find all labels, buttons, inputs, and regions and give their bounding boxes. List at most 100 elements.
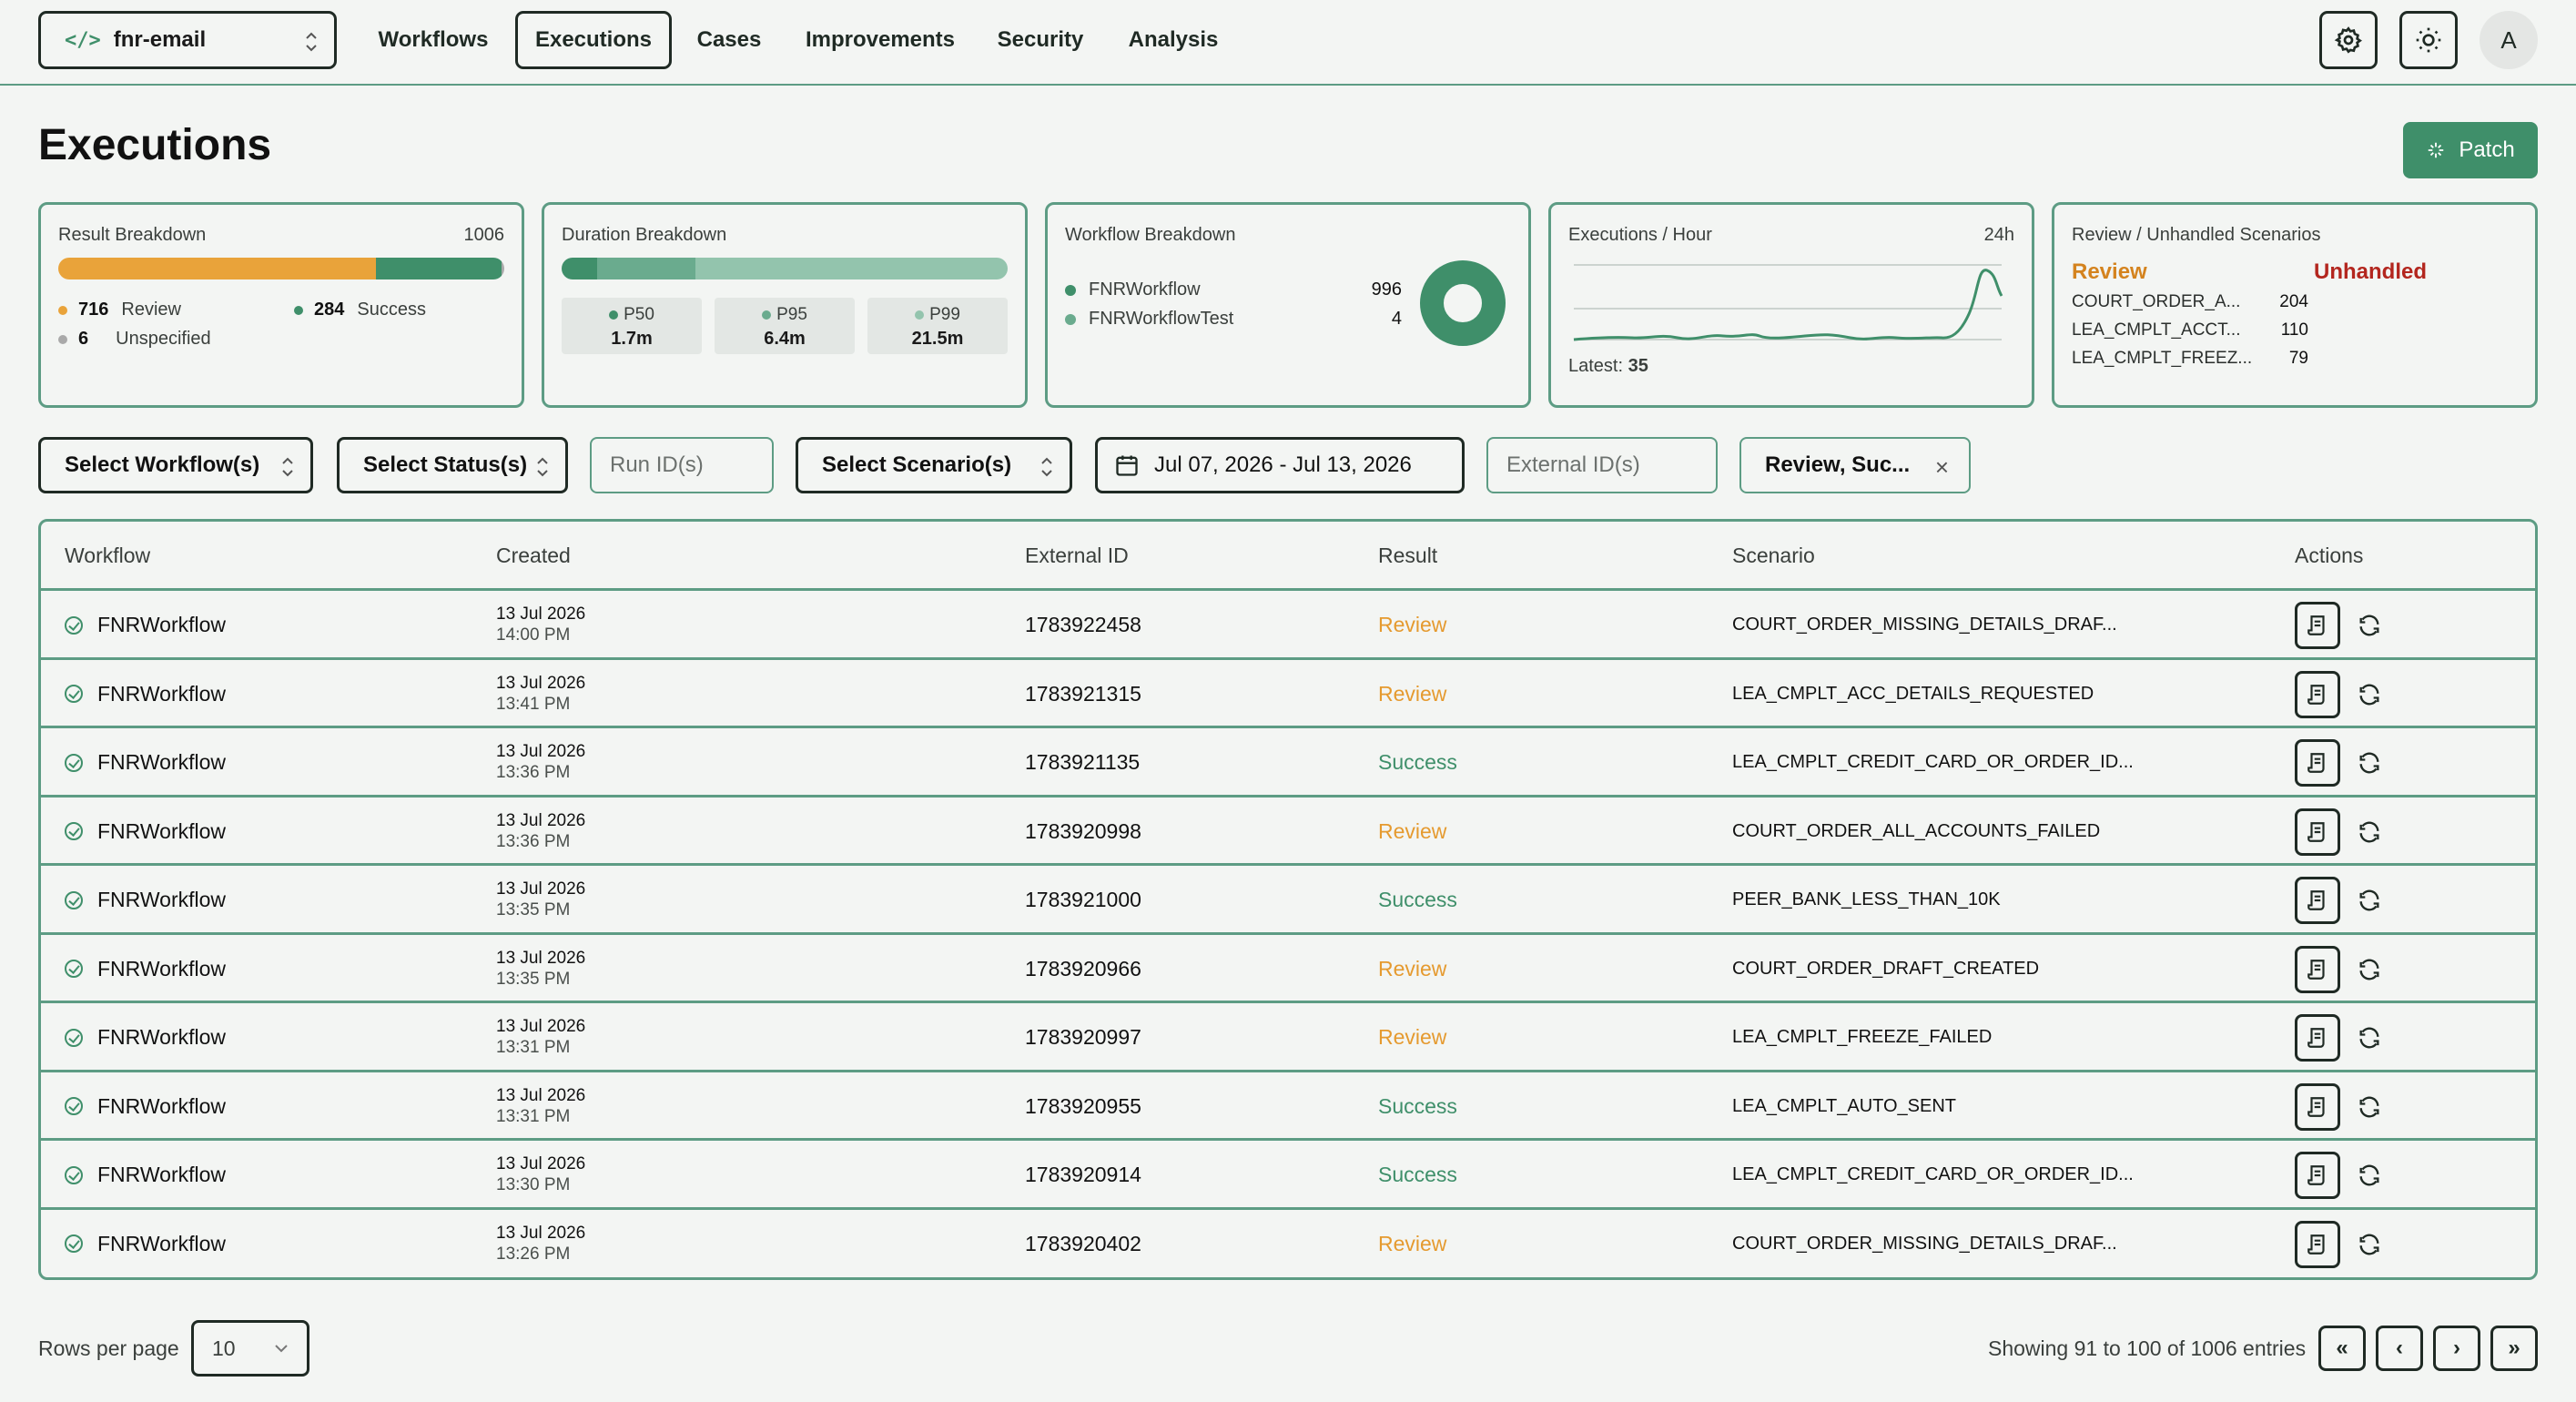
column-header-scenario[interactable]: Scenario [1732,544,1815,567]
avatar[interactable]: A [2480,11,2538,69]
view-details-button[interactable] [2295,1152,2340,1199]
created-time: 13:36 PM [496,831,571,851]
success-label: Success [357,300,426,320]
view-details-button[interactable] [2295,808,2340,856]
rerun-button[interactable] [2355,748,2384,777]
rerun-button[interactable] [2355,611,2384,640]
workflow-cell: FNRWorkflow [65,750,226,775]
table-row[interactable]: FNRWorkflow 13 Jul 2026 14:00 PM 1783922458… [41,591,2535,660]
created-cell: 13 Jul 2026 13:31 PM [496,1085,585,1127]
scenario-filter-select[interactable]: Select Scenario(s) [796,437,1072,493]
created-time: 13:41 PM [496,694,571,714]
workflow-cell: FNRWorkflow [65,613,226,637]
tab-cases[interactable]: Cases [696,27,762,52]
theme-toggle-button[interactable] [2399,11,2458,69]
external-id-cell: 1783920997 [1025,1025,1141,1049]
refresh-icon [2359,959,2379,980]
rerun-button[interactable] [2355,1092,2384,1122]
next-page-button[interactable]: › [2433,1326,2480,1371]
result-cell: Review [1378,956,1447,980]
previous-page-button[interactable]: ‹ [2376,1326,2423,1371]
view-details-button[interactable] [2295,945,2340,993]
unspecified-label: Unspecified [116,329,211,349]
run-id-input[interactable]: Run ID(s) [590,437,774,493]
table-row[interactable]: FNRWorkflow 13 Jul 2026 13:31 PM 1783920955… [41,1072,2535,1141]
tab-workflows[interactable]: Workflows [378,27,489,52]
column-header-actions: Actions [2295,544,2364,567]
review-scenario-item[interactable]: LEA_CMPLT_FREEZ... 79 [2072,349,2308,369]
scenario-cell: COURT_ORDER_DRAFT_CREATED [1732,958,2040,979]
date-range-picker[interactable]: Jul 07, 2026 - Jul 13, 2026 [1095,437,1465,493]
workflow-dot [1065,284,1076,296]
rerun-button[interactable] [2355,1023,2384,1052]
workflow-cell: FNRWorkflow [65,1232,226,1256]
document-icon [2307,753,2325,773]
workflow-filter-label: Select Workflow(s) [65,452,260,477]
external-id-input[interactable]: External ID(s) [1486,437,1718,493]
result-bar [58,258,504,279]
tab-improvements[interactable]: Improvements [805,27,956,52]
rerun-button[interactable] [2355,818,2384,847]
rerun-button[interactable] [2355,1161,2384,1190]
table-row[interactable]: FNRWorkflow 13 Jul 2026 13:30 PM 1783920914… [41,1141,2535,1210]
scenario-cell: LEA_CMPLT_AUTO_SENT [1732,1095,1957,1116]
table-row[interactable]: FNRWorkflow 13 Jul 2026 13:35 PM 1783921000… [41,866,2535,935]
chevron-updown-icon [282,457,293,477]
rerun-button[interactable] [2355,680,2384,709]
tab-security[interactable]: Security [997,27,1084,52]
tab-analysis[interactable]: Analysis [1128,27,1219,52]
view-details-button[interactable] [2295,602,2340,649]
settings-button[interactable] [2319,11,2378,69]
table-row[interactable]: FNRWorkflow 13 Jul 2026 13:36 PM 1783920998… [41,798,2535,866]
clear-filter-icon[interactable]: × [1934,453,1949,481]
review-scenario-item[interactable]: COURT_ORDER_A... 204 [2072,292,2308,312]
status-filter-label: Select Status(s) [363,452,528,477]
table-row[interactable]: FNRWorkflow 13 Jul 2026 13:41 PM 1783921315… [41,660,2535,728]
created-time: 13:36 PM [496,763,571,782]
result-filter-chip[interactable]: Review, Suc... × [1739,437,1971,493]
success-check-icon [65,822,83,840]
card-title: Workflow Breakdown [1065,225,1236,245]
view-details-button[interactable] [2295,739,2340,787]
success-count: 284 [314,300,345,320]
p95-value: 6.4m [764,329,806,349]
last-page-button[interactable]: » [2490,1326,2538,1371]
success-check-icon [65,753,83,772]
success-check-icon [65,1165,83,1184]
column-header-created[interactable]: Created [496,544,571,567]
created-cell: 13 Jul 2026 13:31 PM [496,1016,585,1058]
p99-label: P99 [929,305,960,324]
latest-value: 35 [1628,356,1648,376]
view-details-button[interactable] [2295,1014,2340,1062]
first-page-button[interactable]: « [2318,1326,2366,1371]
success-check-icon [65,960,83,978]
table-row[interactable]: FNRWorkflow 13 Jul 2026 13:35 PM 1783920966… [41,935,2535,1003]
view-details-button[interactable] [2295,670,2340,718]
rerun-button[interactable] [2355,886,2384,915]
refresh-icon [2359,684,2379,705]
rerun-button[interactable] [2355,1230,2384,1259]
result-cell: Review [1378,1231,1447,1255]
table-row[interactable]: FNRWorkflow 13 Jul 2026 13:36 PM 1783921135… [41,728,2535,798]
patch-button[interactable]: Patch [2403,122,2538,178]
tab-executions[interactable]: Executions [515,11,672,69]
table-row[interactable]: FNRWorkflow 13 Jul 2026 13:26 PM 1783920402… [41,1210,2535,1278]
workflow-filter-select[interactable]: Select Workflow(s) [38,437,313,493]
column-header-external-id[interactable]: External ID [1025,544,1129,567]
view-details-button[interactable] [2295,877,2340,924]
created-cell: 13 Jul 2026 13:35 PM [496,948,585,990]
project-selector[interactable]: </> fnr-email [38,11,337,69]
rows-per-page-select[interactable]: 10 [191,1320,309,1377]
review-scenario-item[interactable]: LEA_CMPLT_ACCT... 110 [2072,320,2308,340]
view-details-button[interactable] [2295,1220,2340,1268]
created-date: 13 Jul 2026 [496,810,586,830]
view-details-button[interactable] [2295,1082,2340,1131]
top-nav: </> fnr-email Workflows Executions Cases… [0,0,2576,86]
column-header-result[interactable]: Result [1378,544,1438,567]
result-cell: Review [1378,1025,1447,1049]
rows-per-page-value: 10 [212,1336,236,1360]
table-row[interactable]: FNRWorkflow 13 Jul 2026 13:31 PM 1783920997… [41,1003,2535,1072]
rerun-button[interactable] [2355,955,2384,984]
column-header-workflow[interactable]: Workflow [65,544,151,567]
status-filter-select[interactable]: Select Status(s) [337,437,568,493]
